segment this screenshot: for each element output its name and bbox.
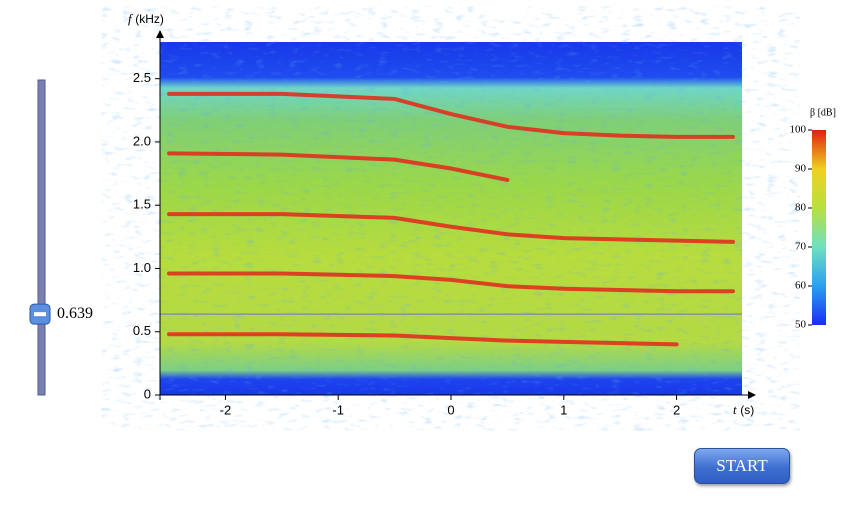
slider-track[interactable] [37, 79, 46, 396]
colorbar-tick-label: 70 [795, 241, 807, 253]
colorbar-tick-label: 50 [795, 319, 807, 331]
x-arrow [748, 391, 756, 399]
y-tick-label: 0 [144, 386, 151, 401]
slider-thumb-bar [34, 312, 46, 317]
y-arrow [156, 30, 164, 38]
x-label-unit: (s) [740, 403, 754, 417]
colorbar-label: β [dB] [810, 107, 836, 118]
y-tick-label: 2.5 [133, 70, 151, 85]
harmonic-track [167, 212, 735, 244]
colorbar-tick-label: 60 [795, 280, 807, 292]
y-label: f (kHz) [128, 11, 164, 26]
harmonic-track [167, 332, 679, 347]
colorbar-tick-label: 100 [790, 124, 807, 136]
x-tick-label: 0 [447, 402, 454, 417]
harmonic-track [167, 91, 735, 139]
start-button[interactable]: START [694, 448, 790, 484]
colorbar-tick-label: 90 [795, 163, 807, 175]
y-tick-label: 0.5 [133, 323, 151, 338]
y-tick-label: 2.0 [133, 133, 151, 148]
y-tick-label: 1.5 [133, 197, 151, 212]
harmonic-track [167, 151, 510, 182]
colorbar-tick-label: 80 [795, 202, 807, 214]
slider-value: 0.639 [57, 305, 93, 322]
x-label: t (s) [733, 402, 754, 417]
x-tick-label: 1 [560, 402, 567, 417]
x-tick-label: -2 [220, 402, 232, 417]
x-tick-label: -1 [332, 402, 344, 417]
y-label-symbol: f [128, 11, 134, 26]
harmonic-track [167, 271, 735, 294]
x-label-symbol: t [733, 402, 737, 417]
colorbar [812, 130, 826, 325]
x-tick-label: 2 [673, 402, 680, 417]
y-tick-label: 1.0 [133, 260, 151, 275]
y-label-unit: (kHz) [135, 12, 164, 26]
